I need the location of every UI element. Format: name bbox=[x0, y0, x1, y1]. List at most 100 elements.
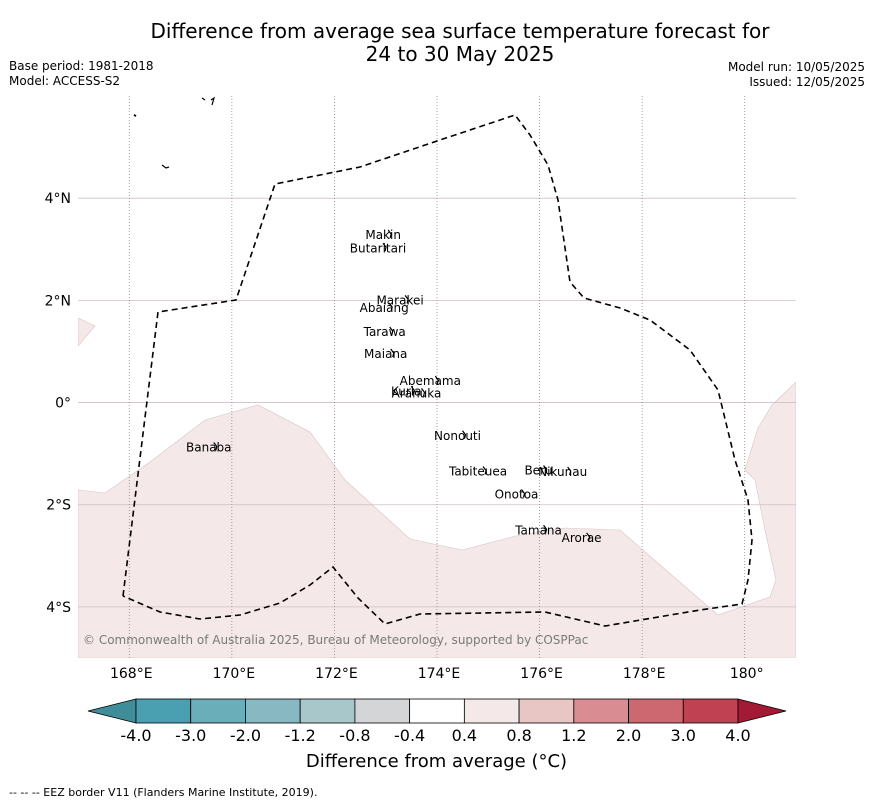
island-label: Tamana bbox=[514, 523, 562, 537]
island-label: Nonouti bbox=[434, 429, 481, 443]
map-title: Difference from average sea surface temp… bbox=[80, 20, 840, 66]
warm-anomaly-region-west bbox=[78, 317, 96, 347]
colorbar-swatch bbox=[245, 698, 301, 724]
colorbar-tick-label: 0.4 bbox=[451, 726, 478, 745]
colorbar-swatch bbox=[573, 698, 629, 724]
run-info: Model run: 10/05/2025 Issued: 12/05/2025 bbox=[728, 60, 865, 90]
lon-tick-label: 176°E bbox=[520, 666, 563, 682]
island-outline bbox=[390, 348, 395, 358]
colorbar-tick-label: 3.0 bbox=[670, 726, 696, 745]
island-outline bbox=[482, 466, 487, 475]
island-outline bbox=[462, 430, 467, 439]
island-outline bbox=[382, 242, 387, 252]
island-outline bbox=[404, 295, 409, 304]
colorbar-swatch bbox=[409, 698, 465, 724]
island-outline bbox=[388, 302, 393, 312]
island-outline bbox=[213, 442, 218, 451]
colorbar-tick-label: 0.8 bbox=[506, 726, 532, 745]
model-info: Base period: 1981-2018 Model: ACCESS-S2 bbox=[9, 59, 154, 89]
island-makin: Makin bbox=[365, 228, 401, 242]
island-onotoa: Onotoa bbox=[495, 488, 539, 502]
lon-tick-label: 168°E bbox=[110, 666, 153, 682]
colorbar-tick-label: -2.0 bbox=[229, 726, 262, 745]
issued-date: Issued: 12/05/2025 bbox=[749, 75, 865, 89]
island-beru: Beru bbox=[524, 463, 552, 477]
lon-tick-label: 172°E bbox=[315, 666, 358, 682]
island-outline bbox=[421, 387, 426, 397]
eez-legend-footnote: -- -- -- EEZ border V11 (Flanders Marine… bbox=[9, 786, 318, 799]
island-label: Maiana bbox=[364, 347, 407, 361]
island-outline bbox=[389, 326, 394, 336]
island-outline bbox=[521, 489, 526, 498]
colorbar-tick-label: 2.0 bbox=[615, 726, 642, 745]
lon-tick-label: 170°E bbox=[213, 666, 256, 682]
island-tarawa: Tarawa bbox=[363, 325, 406, 339]
island-label: Tarawa bbox=[363, 325, 406, 339]
colorbar-tick-label: -3.0 bbox=[175, 726, 207, 745]
base-period: Base period: 1981-2018 bbox=[9, 59, 154, 73]
islet bbox=[133, 114, 137, 117]
island-outline bbox=[567, 466, 572, 476]
colorbar-tick-label: 1.2 bbox=[561, 726, 587, 745]
model-name: Model: ACCESS-S2 bbox=[9, 74, 121, 88]
island-arorae: Arorae bbox=[562, 531, 602, 545]
title-line-2: 24 to 30 May 2025 bbox=[365, 42, 555, 66]
colorbar-swatch bbox=[463, 698, 520, 724]
colorbar-tick-label: -1.2 bbox=[284, 726, 316, 745]
colorbar-tick-label: -0.8 bbox=[339, 726, 371, 745]
island-label: Abaiang bbox=[360, 301, 409, 315]
island-kuria: Kuria bbox=[391, 384, 422, 398]
island-outline bbox=[434, 375, 439, 385]
islet bbox=[201, 96, 216, 106]
lon-tick-label: 174°E bbox=[418, 666, 461, 682]
island-label: Banaba bbox=[186, 441, 232, 455]
island-nonouti: Nonouti bbox=[434, 429, 481, 443]
colorbar-tick-label: 4.0 bbox=[725, 726, 751, 745]
island-label: Marakei bbox=[376, 293, 423, 307]
island-label: Beru bbox=[524, 463, 552, 477]
colorbar-extend-high bbox=[737, 698, 787, 724]
colorbar-extend-low bbox=[87, 698, 137, 724]
colorbar-swatch bbox=[135, 698, 192, 724]
island-butaritari: Butaritari bbox=[350, 241, 407, 255]
island-nikunau: Nikunau bbox=[538, 465, 587, 479]
island-aranuka: Aranuka bbox=[392, 386, 442, 400]
colorbar-swatch bbox=[354, 698, 411, 724]
colorbar bbox=[87, 698, 787, 724]
island-marakei: Marakei bbox=[376, 293, 423, 307]
lon-tick-label: 178°E bbox=[623, 666, 666, 682]
colorbar-swatch bbox=[299, 698, 356, 724]
colorbar-swatch bbox=[628, 698, 684, 724]
island-abaiang: Abaiang bbox=[360, 301, 409, 315]
colorbar-swatch bbox=[682, 698, 739, 724]
lat-tick-label: 2°S bbox=[46, 498, 71, 514]
colorbar-tick-label: -0.4 bbox=[394, 726, 426, 745]
island-label: Nikunau bbox=[538, 465, 587, 479]
island-label: Abemama bbox=[400, 374, 461, 388]
lat-tick-label: 2°N bbox=[45, 293, 71, 309]
title-line-1: Difference from average sea surface temp… bbox=[150, 19, 770, 43]
lon-tick-label: 180° bbox=[730, 666, 764, 682]
copyright-text: © Commonwealth of Australia 2025, Bureau… bbox=[83, 633, 588, 647]
island-maiana: Maiana bbox=[364, 347, 407, 361]
island-outline bbox=[543, 465, 548, 474]
island-label: Makin bbox=[365, 228, 401, 242]
lat-tick-label: 4°S bbox=[46, 600, 71, 616]
island-outline bbox=[543, 524, 548, 534]
island-tabiteuea: Tabiteuea bbox=[448, 465, 507, 479]
lat-tick-label: 4°N bbox=[45, 191, 71, 207]
island-abemama: Abemama bbox=[400, 374, 461, 388]
colorbar-label: Difference from average (°C) bbox=[305, 751, 568, 772]
model-run: Model run: 10/05/2025 bbox=[727, 60, 865, 74]
island-label: Kuria bbox=[391, 384, 422, 398]
colorbar-swatch bbox=[518, 698, 575, 724]
island-outline bbox=[410, 385, 415, 395]
island-banaba: Banaba bbox=[186, 441, 232, 455]
island-outline bbox=[387, 229, 392, 239]
island-label: Aranuka bbox=[392, 386, 442, 400]
lat-tick-label: 0° bbox=[55, 396, 71, 412]
warm-anomaly-region bbox=[78, 381, 796, 658]
colorbar-tick-label: -4.0 bbox=[120, 726, 152, 745]
colorbar-swatch bbox=[190, 698, 246, 724]
